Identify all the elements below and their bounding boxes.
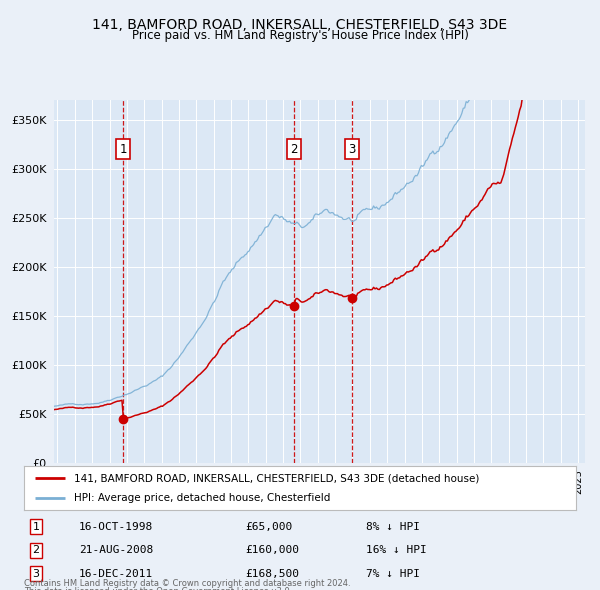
Text: 2: 2	[290, 143, 298, 156]
Text: 3: 3	[348, 143, 355, 156]
Text: £65,000: £65,000	[245, 522, 292, 532]
Text: 2: 2	[32, 545, 40, 555]
Text: 16% ↓ HPI: 16% ↓ HPI	[366, 545, 427, 555]
Text: 7% ↓ HPI: 7% ↓ HPI	[366, 569, 420, 579]
Text: This data is licensed under the Open Government Licence v3.0.: This data is licensed under the Open Gov…	[24, 587, 292, 590]
Text: 21-AUG-2008: 21-AUG-2008	[79, 545, 154, 555]
Text: 3: 3	[32, 569, 40, 579]
Text: 1: 1	[32, 522, 40, 532]
Text: 141, BAMFORD ROAD, INKERSALL, CHESTERFIELD, S43 3DE (detached house): 141, BAMFORD ROAD, INKERSALL, CHESTERFIE…	[74, 473, 479, 483]
Text: £160,000: £160,000	[245, 545, 299, 555]
Text: Contains HM Land Registry data © Crown copyright and database right 2024.: Contains HM Land Registry data © Crown c…	[24, 579, 350, 588]
Text: 1: 1	[119, 143, 127, 156]
Text: 141, BAMFORD ROAD, INKERSALL, CHESTERFIELD, S43 3DE: 141, BAMFORD ROAD, INKERSALL, CHESTERFIE…	[92, 18, 508, 32]
Text: Price paid vs. HM Land Registry's House Price Index (HPI): Price paid vs. HM Land Registry's House …	[131, 30, 469, 42]
Text: £168,500: £168,500	[245, 569, 299, 579]
Text: HPI: Average price, detached house, Chesterfield: HPI: Average price, detached house, Ches…	[74, 493, 330, 503]
Text: 16-DEC-2011: 16-DEC-2011	[79, 569, 154, 579]
Text: 16-OCT-1998: 16-OCT-1998	[79, 522, 154, 532]
Text: 8% ↓ HPI: 8% ↓ HPI	[366, 522, 420, 532]
